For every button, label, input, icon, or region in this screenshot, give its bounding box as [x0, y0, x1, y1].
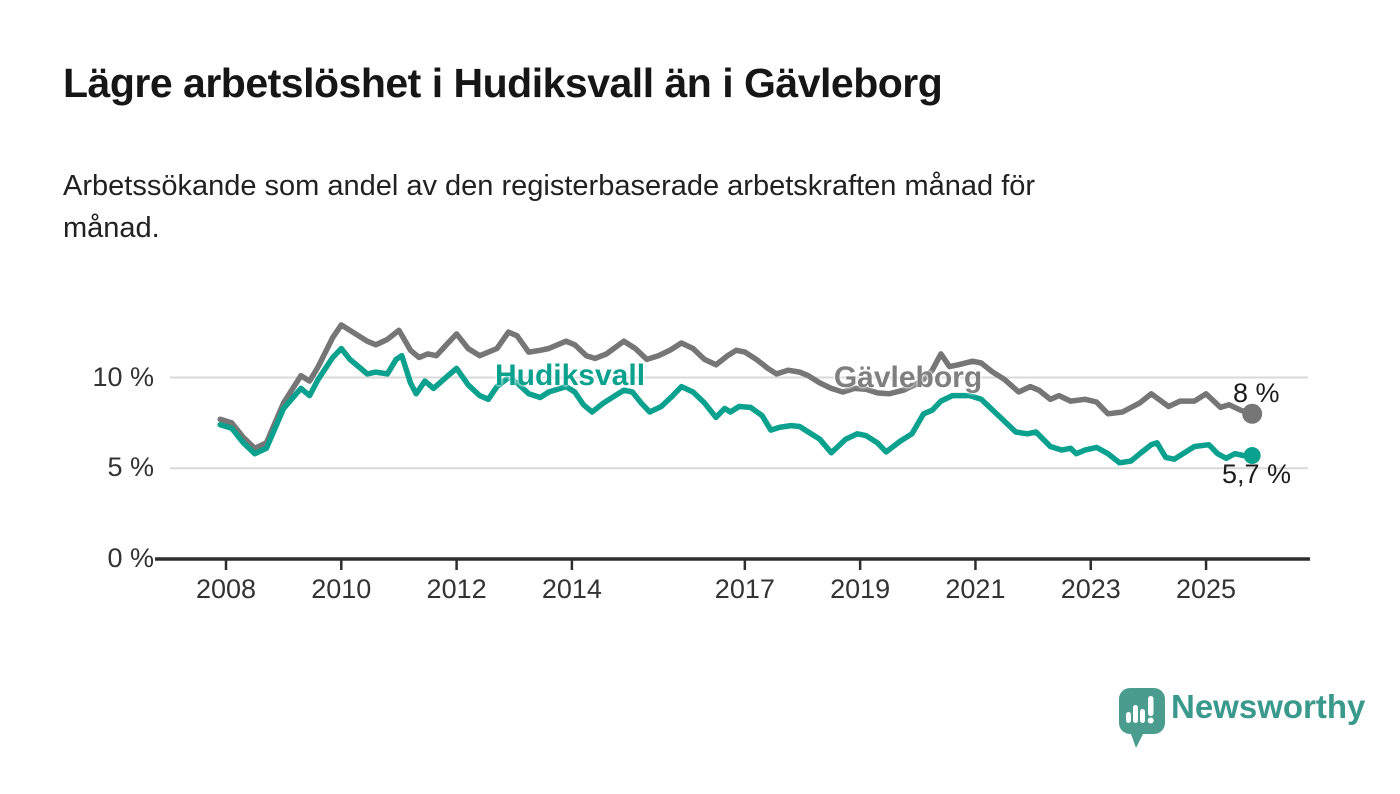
page-subtitle: Arbetssökande som andel av den registerb…	[63, 165, 1035, 249]
y-axis-label-5: 5 %	[107, 452, 154, 482]
end-value-hudiksvall: 5,7 %	[1222, 459, 1292, 489]
brand-footer: Newsworthy	[1117, 684, 1365, 754]
newsworthy-logo-icon	[1119, 688, 1165, 748]
x-tick-label-2014: 2014	[541, 574, 602, 604]
y-axis-label-10: 10 %	[92, 362, 154, 392]
subtitle-line-2: månad.	[63, 212, 160, 244]
x-tick-label-2025: 2025	[1176, 574, 1237, 604]
y-axis-label-0: 0 %	[107, 543, 154, 573]
brand-name: Newsworthy	[1171, 688, 1366, 725]
x-tick-label-2021: 2021	[945, 574, 1006, 604]
series-label-gavleborg: Gävleborg	[833, 361, 983, 394]
x-tick-label-2008: 2008	[195, 574, 257, 604]
page-title: Lägre arbetslöshet i Hudiksvall än i Gäv…	[63, 60, 943, 106]
subtitle-line-1: Arbetssökande som andel av den registerb…	[63, 170, 1036, 202]
series-end-dot-gävleborg	[1242, 403, 1263, 424]
end-value-gavleborg: 8 %	[1233, 378, 1280, 408]
series-label-hudiksvall: Hudiksvall	[494, 359, 646, 392]
x-tick-label-2012: 2012	[426, 574, 487, 604]
x-tick-label-2017: 2017	[714, 574, 775, 604]
x-tick-label-2010: 2010	[311, 574, 372, 604]
x-tick-label-2023: 2023	[1060, 574, 1121, 604]
series-line-hudiksvall	[217, 345, 1255, 466]
x-tick-label-2019: 2019	[830, 574, 891, 604]
series-line-gävleborg	[217, 322, 1255, 452]
series-end-dot-hudiksvall	[1243, 447, 1261, 465]
